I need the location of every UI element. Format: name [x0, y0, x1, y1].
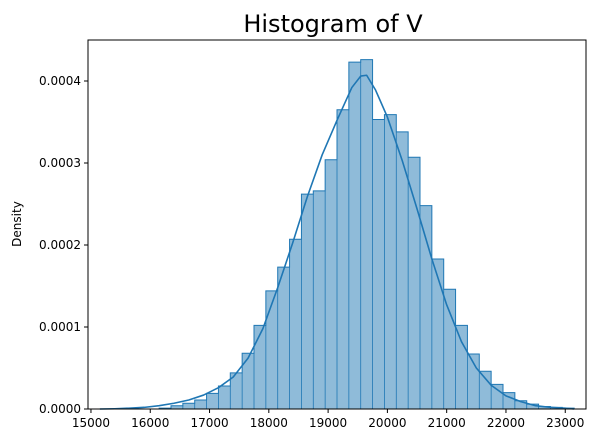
x-tick-label: 21000: [428, 416, 466, 430]
histogram-bar: [372, 119, 385, 409]
x-tick-label: 16000: [131, 416, 169, 430]
histogram-bar: [443, 289, 456, 409]
chart-title: Histogram of V: [243, 10, 423, 38]
histogram-bar: [242, 353, 254, 409]
histogram-bar: [431, 258, 444, 409]
y-tick-label: 0.0001: [39, 320, 81, 334]
histogram-bar: [206, 393, 219, 409]
histogram-bar: [384, 114, 397, 410]
kde-curve: [99, 74, 575, 410]
histogram-bar: [396, 131, 409, 409]
histogram-bar: [325, 159, 337, 409]
y-tick-label: 0.0000: [39, 402, 81, 416]
x-tick-label: 19000: [309, 416, 347, 430]
histogram-bar: [538, 406, 551, 409]
histogram-bar: [289, 239, 302, 409]
histogram-bar: [360, 59, 373, 410]
histogram-bar: [277, 267, 290, 409]
histogram-outline: [99, 59, 575, 410]
histogram-bar: [230, 372, 243, 409]
x-tick-label: 18000: [250, 416, 288, 430]
histogram-bar: [337, 109, 349, 409]
x-tick-label: 20000: [368, 416, 406, 430]
y-tick-label: 0.0003: [39, 156, 81, 170]
histogram-bar: [491, 384, 503, 409]
x-tick-label: 15000: [72, 416, 110, 430]
histogram-bar: [218, 386, 231, 409]
histogram-bar: [194, 399, 207, 409]
histogram-bar: [526, 404, 539, 409]
histogram-bar: [467, 354, 480, 409]
histogram-bar: [348, 62, 361, 409]
histogram-bar: [171, 405, 183, 409]
histogram-bar: [503, 392, 515, 409]
histogram-bar: [408, 157, 420, 409]
y-tick-label: 0.0002: [39, 238, 81, 252]
plot-area: 15000 16000 17000 18000 19000 20000 21000 22000…: [39, 39, 587, 430]
histogram-bar: [313, 190, 326, 409]
histogram-bar: [265, 290, 278, 409]
histogram-bar: [254, 325, 266, 409]
histogram-bar: [301, 194, 314, 409]
x-tick-label: 17000: [190, 416, 228, 430]
y-tick-label: 0.0004: [39, 74, 81, 88]
axes-frame: [87, 39, 587, 410]
histogram-bar: [182, 403, 195, 409]
histogram-bar: [420, 205, 432, 409]
x-tick-label: 22000: [487, 416, 525, 430]
histogram-bar: [514, 400, 527, 409]
y-axis-label: Density: [10, 201, 24, 247]
x-tick-label: 23000: [546, 416, 584, 430]
histogram-bar: [455, 325, 468, 409]
histogram-bar: [479, 371, 492, 409]
